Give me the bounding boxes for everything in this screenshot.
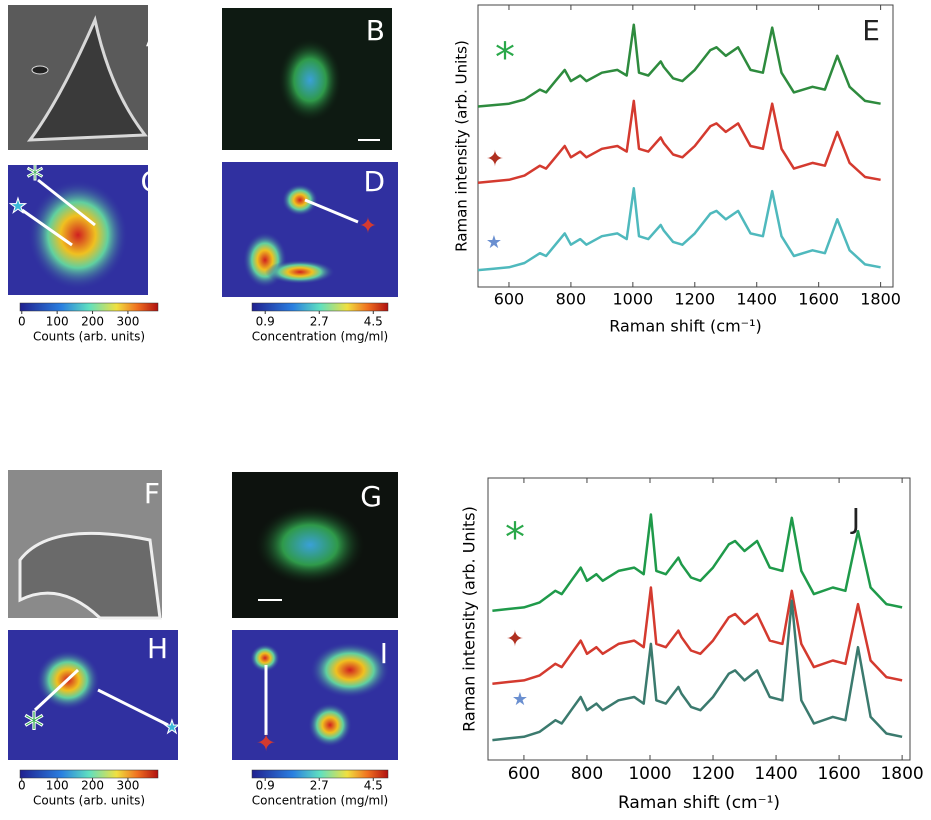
micrograph bbox=[8, 470, 162, 620]
x-axis-label: Raman shift (cm⁻¹) bbox=[609, 317, 762, 336]
svg-text:✦: ✦ bbox=[506, 627, 524, 652]
panel-label: B bbox=[366, 14, 385, 47]
x-tick-label: 800 bbox=[556, 290, 587, 309]
colorbar-tick-label: 2.7 bbox=[310, 779, 329, 793]
micrograph bbox=[222, 8, 392, 150]
svg-text:✦: ✦ bbox=[256, 729, 276, 757]
x-tick-label: 1800 bbox=[880, 764, 923, 784]
heatmap: ✦ bbox=[222, 162, 398, 297]
colorbar-tick-label: 300 bbox=[116, 779, 139, 793]
x-tick-label: 600 bbox=[494, 290, 525, 309]
x-tick-label: 1000 bbox=[628, 764, 671, 784]
x-axis-label: Raman shift (cm⁻¹) bbox=[618, 793, 780, 813]
y-axis-label: Raman intensity (arb. Units) bbox=[460, 506, 479, 732]
colorbar-tick-label: 0.9 bbox=[256, 315, 275, 329]
panel-label: C bbox=[140, 165, 160, 198]
panel-label: F bbox=[144, 477, 160, 510]
svg-text:*: * bbox=[505, 515, 525, 561]
colorbar-tick-label: 200 bbox=[81, 315, 104, 329]
colorbar-tick-label: 2.7 bbox=[310, 315, 329, 329]
panel-label: A bbox=[146, 20, 165, 53]
x-tick-label: 1600 bbox=[817, 764, 860, 784]
panel-label: H bbox=[147, 632, 168, 665]
x-tick-label: 1400 bbox=[754, 764, 797, 784]
svg-text:★: ★ bbox=[486, 232, 502, 253]
colorbar-label: Counts (arb. units) bbox=[33, 794, 145, 808]
colorbar-label: Concentration (mg/ml) bbox=[252, 330, 388, 344]
colorbar-tick-label: 100 bbox=[46, 315, 69, 329]
x-tick-label: 1600 bbox=[798, 290, 839, 309]
panel-label: G bbox=[360, 480, 382, 513]
plot-frame bbox=[487, 477, 911, 761]
svg-text:✦: ✦ bbox=[486, 147, 504, 172]
colorbar-tick-label: 4.5 bbox=[364, 779, 383, 793]
heatmap: ✦ bbox=[232, 630, 398, 760]
svg-text:★: ★ bbox=[164, 717, 180, 738]
x-tick-label: 600 bbox=[508, 764, 540, 784]
svg-text:*: * bbox=[24, 705, 44, 751]
colorbar-tick-label: 200 bbox=[81, 779, 104, 793]
colorbar bbox=[251, 769, 389, 779]
x-tick-label: 800 bbox=[571, 764, 603, 784]
colorbar bbox=[251, 302, 389, 312]
micrograph bbox=[8, 5, 148, 150]
svg-text:*: * bbox=[495, 35, 515, 81]
colorbar-tick-label: 4.5 bbox=[364, 315, 383, 329]
spectrum-line bbox=[477, 187, 881, 272]
micrograph bbox=[232, 472, 398, 618]
svg-text:*: * bbox=[27, 159, 44, 199]
x-tick-label: 1800 bbox=[860, 290, 901, 309]
x-tick-label: 1200 bbox=[691, 764, 734, 784]
panel-label: J bbox=[850, 502, 860, 535]
x-tick-label: 1200 bbox=[674, 290, 715, 309]
plot-frame bbox=[477, 4, 894, 288]
colorbar-tick-label: 100 bbox=[46, 779, 69, 793]
colorbar-label: Concentration (mg/ml) bbox=[252, 794, 388, 808]
spectrum-line bbox=[477, 99, 881, 184]
svg-text:★: ★ bbox=[512, 689, 528, 710]
spectrum-line bbox=[477, 23, 881, 108]
colorbar-tick-label: 0 bbox=[18, 779, 26, 793]
x-tick-label: 1400 bbox=[736, 290, 777, 309]
heatmap: * ★ bbox=[8, 158, 148, 295]
colorbar-tick-label: 0.9 bbox=[256, 779, 275, 793]
x-tick-label: 1000 bbox=[612, 290, 653, 309]
colorbar bbox=[19, 769, 159, 779]
spectrum-line bbox=[492, 599, 903, 742]
svg-text:★: ★ bbox=[9, 194, 27, 218]
colorbar-tick-label: 300 bbox=[116, 315, 139, 329]
heatmap: * ★ bbox=[8, 630, 181, 760]
svg-text:✦: ✦ bbox=[359, 214, 377, 239]
spectrum-line bbox=[492, 586, 903, 685]
y-axis-label: Raman intensity (arb. Units) bbox=[453, 40, 471, 252]
panel-label: I bbox=[380, 637, 388, 670]
legend-symbol: * ✦ ★ * ✦ ★ bbox=[486, 35, 528, 710]
panel-label: E bbox=[862, 14, 880, 47]
spectrum-line bbox=[492, 513, 903, 612]
colorbar-label: Counts (arb. units) bbox=[33, 330, 145, 344]
panel-label: D bbox=[363, 165, 385, 198]
colorbar bbox=[19, 302, 159, 312]
colorbar-tick-label: 0 bbox=[18, 315, 26, 329]
